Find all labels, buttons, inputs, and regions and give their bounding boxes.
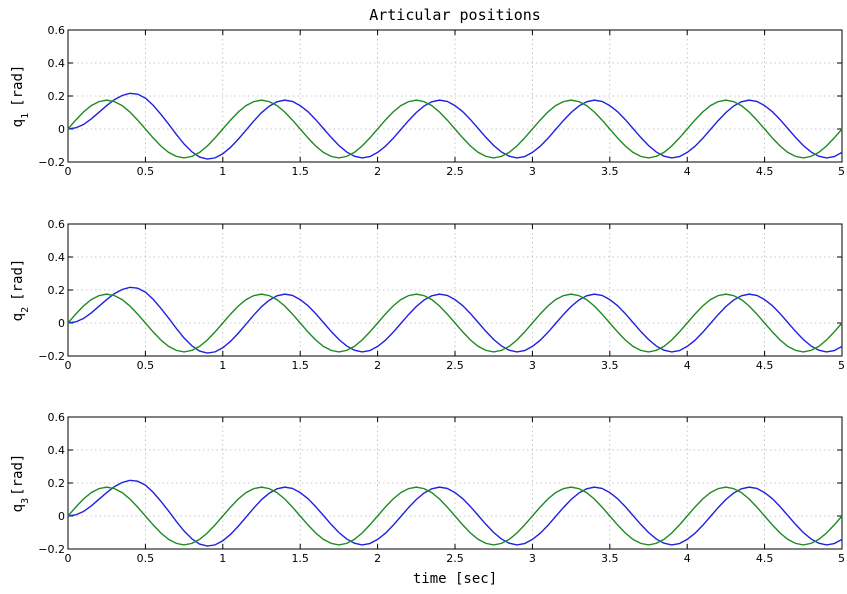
q1-xtick-label: 4: [684, 165, 691, 178]
q3-ytick-label: 0.6: [48, 411, 66, 424]
q1-xtick-label: 0: [65, 165, 72, 178]
q2-xtick-label: 1.5: [291, 359, 309, 372]
q2-series-line-2: [67, 293, 843, 353]
q3-series-line-1: [67, 479, 843, 547]
q3-xtick-label: 3.5: [601, 552, 619, 565]
q2-ytick-label: 0.4: [48, 251, 66, 264]
q1-xtick-label: 3.5: [601, 165, 619, 178]
q1-ylabel: q1[rad]: [10, 65, 31, 128]
q3-xtick-label: 0.5: [137, 552, 155, 565]
q2-xtick-label: 5: [838, 359, 845, 372]
q1-ytick-label: 0.6: [48, 24, 66, 37]
q3-xtick-label: 4.5: [756, 552, 774, 565]
q1-xtick-label: 1: [219, 165, 226, 178]
q2-ytick-label: 0.6: [48, 218, 66, 231]
q3-ticks: 0 0.5 1 1.5 2 2.5 3 3.5 4 4.5 5−0.200.20.40.6: [38, 411, 845, 565]
q1-xtick-label: 0.5: [137, 165, 155, 178]
q3-xtick-label: 2.5: [446, 552, 464, 565]
q2-ticks: 0 0.5 1 1.5 2 2.5 3 3.5 4 4.5 5−0.200.20.40.6: [38, 218, 845, 372]
q3-series-line-2: [67, 486, 843, 546]
q1-xtick-label: 4.5: [756, 165, 774, 178]
q2-ylabel: q2[rad]: [10, 259, 31, 322]
q2-series: [67, 286, 843, 354]
q3-ytick-label: −0.2: [38, 543, 65, 556]
q3-series: [67, 479, 843, 547]
q3-ytick-label: 0.2: [48, 477, 66, 490]
q2-ytick-label: 0: [58, 317, 65, 330]
subplot-q2: 0 0.5 1 1.5 2 2.5 3 3.5 4 4.5 5−0.200.20.40.6 q2[r…: [10, 218, 845, 372]
q2-ytick-label: 0.2: [48, 284, 66, 297]
x-axis-title: time [sec]: [413, 571, 497, 587]
q2-grid: [68, 224, 842, 356]
q1-xtick-label: 5: [838, 165, 845, 178]
figure-title: Articular positions: [369, 6, 541, 24]
q1-xtick-label: 2.5: [446, 165, 464, 178]
subplot-q1: 0 0.5 1 1.5 2 2.5 3 3.5 4 4.5 5−0.200.20.40.6 q1[r…: [10, 24, 845, 178]
q1-series-line-1: [67, 92, 843, 160]
q2-ytick-label: −0.2: [38, 350, 65, 363]
q2-series-line-1: [67, 286, 843, 354]
q3-xtick-label: 1.5: [291, 552, 309, 565]
q2-xtick-label: 2: [374, 359, 381, 372]
q1-ytick-label: −0.2: [38, 156, 65, 169]
q2-xtick-label: 4: [684, 359, 691, 372]
q2-xtick-label: 0: [65, 359, 72, 372]
q1-xtick-label: 2: [374, 165, 381, 178]
q3-xtick-label: 3: [529, 552, 536, 565]
q3-ylabel: q3[rad]: [10, 454, 31, 513]
q1-xtick-label: 1.5: [291, 165, 309, 178]
q3-xtick-label: 1: [219, 552, 226, 565]
q3-ytick-label: 0: [58, 510, 65, 523]
q1-ytick-label: 0: [58, 123, 65, 136]
q3-xtick-label: 2: [374, 552, 381, 565]
q3-xtick-label: 4: [684, 552, 691, 565]
q2-xtick-label: 3: [529, 359, 536, 372]
subplot-q3: 0 0.5 1 1.5 2 2.5 3 3.5 4 4.5 5−0.200.20.40.6 q3[r…: [10, 411, 845, 565]
q3-xtick-label: 0: [65, 552, 72, 565]
q3-ytick-label: 0.4: [48, 444, 66, 457]
q2-xtick-label: 4.5: [756, 359, 774, 372]
q2-xtick-label: 3.5: [601, 359, 619, 372]
q1-series-line-2: [67, 99, 843, 159]
q1-ytick-label: 0.4: [48, 57, 66, 70]
q3-grid: [68, 417, 842, 549]
q1-ticks: 0 0.5 1 1.5 2 2.5 3 3.5 4 4.5 5−0.200.20.40.6: [38, 24, 845, 178]
q1-xtick-label: 3: [529, 165, 536, 178]
q3-xtick-label: 5: [838, 552, 845, 565]
q1-grid: [68, 30, 842, 162]
q2-xtick-label: 2.5: [446, 359, 464, 372]
q1-ytick-label: 0.2: [48, 90, 66, 103]
q2-xtick-label: 0.5: [137, 359, 155, 372]
q1-series: [67, 92, 843, 160]
q2-xtick-label: 1: [219, 359, 226, 372]
